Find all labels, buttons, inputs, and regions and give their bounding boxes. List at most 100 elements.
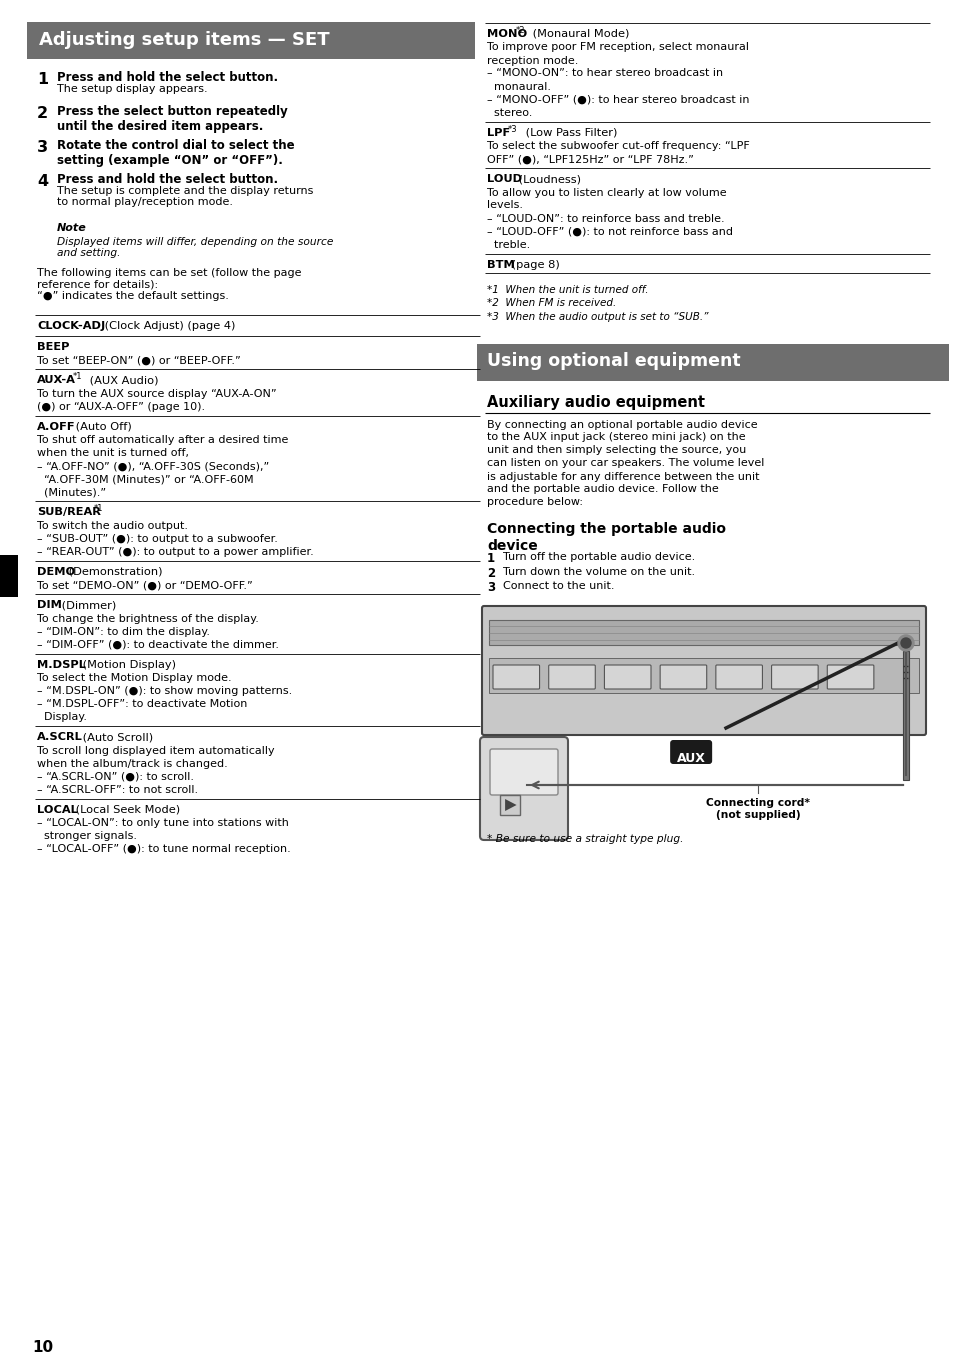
Text: LOCAL: LOCAL xyxy=(37,804,77,815)
Text: (Loudness): (Loudness) xyxy=(515,174,580,184)
Bar xyxy=(489,658,918,694)
Text: treble.: treble. xyxy=(486,239,530,250)
Text: *3: *3 xyxy=(508,124,517,134)
Text: (Auto Off): (Auto Off) xyxy=(72,422,132,431)
Text: (●) or “AUX-A-OFF” (page 10).: (●) or “AUX-A-OFF” (page 10). xyxy=(37,402,205,411)
Text: (Dimmer): (Dimmer) xyxy=(58,600,116,610)
Text: CLOCK-ADJ: CLOCK-ADJ xyxy=(37,322,105,331)
Text: AUX: AUX xyxy=(676,752,705,765)
FancyBboxPatch shape xyxy=(493,665,539,690)
Bar xyxy=(476,343,948,380)
Text: unit and then simply selecting the source, you: unit and then simply selecting the sourc… xyxy=(486,446,745,456)
Text: when the album/track is changed.: when the album/track is changed. xyxy=(37,758,228,768)
Text: Rotate the control dial to select the
setting (example “ON” or “OFF”).: Rotate the control dial to select the se… xyxy=(57,139,294,166)
Text: – “M.DSPL-ON” (●): to show moving patterns.: – “M.DSPL-ON” (●): to show moving patter… xyxy=(37,685,292,696)
FancyBboxPatch shape xyxy=(826,665,873,690)
Text: Press and hold the select button.: Press and hold the select button. xyxy=(57,173,278,185)
Text: to the AUX input jack (stereo mini jack) on the: to the AUX input jack (stereo mini jack)… xyxy=(486,433,745,442)
Text: stereo.: stereo. xyxy=(486,108,532,118)
Text: – “A.SCRL-OFF”: to not scroll.: – “A.SCRL-OFF”: to not scroll. xyxy=(37,784,198,795)
Text: 2: 2 xyxy=(486,566,495,580)
Text: (Monaural Mode): (Monaural Mode) xyxy=(529,28,629,39)
Text: – “SUB-OUT” (●): to output to a subwoofer.: – “SUB-OUT” (●): to output to a subwoofe… xyxy=(37,534,277,544)
Text: stronger signals.: stronger signals. xyxy=(37,831,137,841)
Text: – “A.SCRL-ON” (●): to scroll.: – “A.SCRL-ON” (●): to scroll. xyxy=(37,772,193,781)
Text: – “DIM-ON”: to dim the display.: – “DIM-ON”: to dim the display. xyxy=(37,626,210,637)
Text: To change the brightness of the display.: To change the brightness of the display. xyxy=(37,614,258,623)
Bar xyxy=(499,795,519,815)
Text: – “MONO-OFF” (●): to hear stereo broadcast in: – “MONO-OFF” (●): to hear stereo broadca… xyxy=(486,95,749,104)
FancyBboxPatch shape xyxy=(659,665,706,690)
Text: 3: 3 xyxy=(37,139,48,154)
Text: – “LOCAL-OFF” (●): to tune normal reception.: – “LOCAL-OFF” (●): to tune normal recept… xyxy=(37,844,291,854)
Text: To improve poor FM reception, select monaural: To improve poor FM reception, select mon… xyxy=(486,42,748,53)
Text: To set “BEEP-ON” (●) or “BEEP-OFF.”: To set “BEEP-ON” (●) or “BEEP-OFF.” xyxy=(37,356,240,365)
Circle shape xyxy=(900,638,910,648)
Text: (Minutes).”: (Minutes).” xyxy=(37,487,106,498)
Text: Press and hold the select button.: Press and hold the select button. xyxy=(57,72,278,84)
Text: – “LOUD-OFF” (●): to not reinforce bass and: – “LOUD-OFF” (●): to not reinforce bass … xyxy=(486,227,732,237)
Text: when the unit is turned off,: when the unit is turned off, xyxy=(37,448,189,458)
Text: To switch the audio output.: To switch the audio output. xyxy=(37,521,188,530)
Text: Press the select button repeatedly
until the desired item appears.: Press the select button repeatedly until… xyxy=(57,104,288,132)
Text: SUB/REAR: SUB/REAR xyxy=(37,507,101,516)
Text: – “LOUD-ON”: to reinforce bass and treble.: – “LOUD-ON”: to reinforce bass and trebl… xyxy=(486,214,724,223)
Text: Displayed items will differ, depending on the source
and setting.: Displayed items will differ, depending o… xyxy=(57,237,333,258)
Text: By connecting an optional portable audio device: By connecting an optional portable audio… xyxy=(486,419,757,430)
FancyBboxPatch shape xyxy=(771,665,818,690)
Text: 2: 2 xyxy=(37,105,48,120)
FancyBboxPatch shape xyxy=(715,665,761,690)
Text: *2  When FM is received.: *2 When FM is received. xyxy=(486,299,616,308)
Text: levels.: levels. xyxy=(486,200,522,211)
Text: BTM: BTM xyxy=(486,260,515,269)
Text: (Auto Scroll): (Auto Scroll) xyxy=(79,731,153,742)
Text: * Be sure to use a straight type plug.: * Be sure to use a straight type plug. xyxy=(486,834,682,844)
Bar xyxy=(902,652,907,780)
Text: Using optional equipment: Using optional equipment xyxy=(486,353,740,370)
Circle shape xyxy=(897,635,913,652)
FancyBboxPatch shape xyxy=(490,749,558,795)
Text: 1: 1 xyxy=(486,553,495,565)
FancyBboxPatch shape xyxy=(604,665,650,690)
Text: LPF: LPF xyxy=(486,127,510,138)
Text: To turn the AUX source display “AUX-A-ON”: To turn the AUX source display “AUX-A-ON… xyxy=(37,388,276,399)
FancyBboxPatch shape xyxy=(548,665,595,690)
Text: can listen on your car speakers. The volume level: can listen on your car speakers. The vol… xyxy=(486,458,763,469)
Bar xyxy=(0,556,18,598)
Text: reception mode.: reception mode. xyxy=(486,55,578,65)
Text: *3  When the audio output is set to “SUB.”: *3 When the audio output is set to “SUB.… xyxy=(486,312,708,322)
Text: – “REAR-OUT” (●): to output to a power amplifier.: – “REAR-OUT” (●): to output to a power a… xyxy=(37,546,314,557)
Bar xyxy=(489,621,918,645)
FancyBboxPatch shape xyxy=(481,606,925,735)
Text: The following items can be set (follow the page
reference for details):
“●” indi: The following items can be set (follow t… xyxy=(37,268,301,300)
Text: To shut off automatically after a desired time: To shut off automatically after a desire… xyxy=(37,435,288,445)
Text: Connecting the portable audio
device: Connecting the portable audio device xyxy=(486,522,725,553)
FancyBboxPatch shape xyxy=(669,740,711,764)
Text: – “MONO-ON”: to hear stereo broadcast in: – “MONO-ON”: to hear stereo broadcast in xyxy=(486,69,722,78)
Text: monaural.: monaural. xyxy=(486,81,551,92)
Text: A.OFF: A.OFF xyxy=(37,422,75,431)
Text: The setup is complete and the display returns
to normal play/reception mode.: The setup is complete and the display re… xyxy=(57,185,313,207)
Text: (page 8): (page 8) xyxy=(508,260,559,269)
Text: Connecting cord*
(not supplied): Connecting cord* (not supplied) xyxy=(705,798,809,819)
Text: To set “DEMO-ON” (●) or “DEMO-OFF.”: To set “DEMO-ON” (●) or “DEMO-OFF.” xyxy=(37,580,253,589)
Polygon shape xyxy=(504,799,517,811)
Bar xyxy=(27,22,475,59)
Text: (Demonstration): (Demonstration) xyxy=(65,566,163,576)
Text: is adjustable for any difference between the unit: is adjustable for any difference between… xyxy=(486,472,759,481)
Text: *2: *2 xyxy=(515,26,524,35)
Text: 1: 1 xyxy=(37,72,48,87)
Text: Auxiliary audio equipment: Auxiliary audio equipment xyxy=(486,395,704,410)
Text: DEMO: DEMO xyxy=(37,566,75,576)
Text: “A.OFF-30M (Minutes)” or “A.OFF-60M: “A.OFF-30M (Minutes)” or “A.OFF-60M xyxy=(37,475,253,484)
Text: Display.: Display. xyxy=(37,713,87,722)
Text: OFF” (●), “LPF125Hz” or “LPF 78Hz.”: OFF” (●), “LPF125Hz” or “LPF 78Hz.” xyxy=(486,154,693,164)
Text: and the portable audio device. Follow the: and the portable audio device. Follow th… xyxy=(486,484,718,495)
Text: To select the Motion Display mode.: To select the Motion Display mode. xyxy=(37,673,232,683)
Text: DIM: DIM xyxy=(37,600,62,610)
Text: BEEP: BEEP xyxy=(37,342,70,352)
Text: To select the subwoofer cut-off frequency: “LPF: To select the subwoofer cut-off frequenc… xyxy=(486,141,749,151)
Text: – “DIM-OFF” (●): to deactivate the dimmer.: – “DIM-OFF” (●): to deactivate the dimme… xyxy=(37,639,278,649)
Text: – “M.DSPL-OFF”: to deactivate Motion: – “M.DSPL-OFF”: to deactivate Motion xyxy=(37,699,247,708)
Text: – “LOCAL-ON”: to only tune into stations with: – “LOCAL-ON”: to only tune into stations… xyxy=(37,818,289,827)
